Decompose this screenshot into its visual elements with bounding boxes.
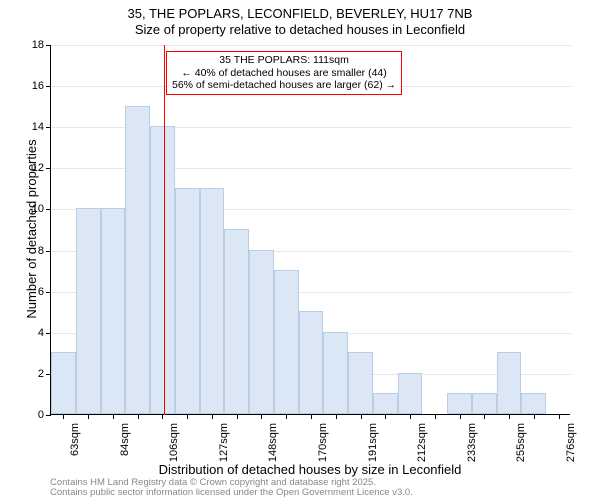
histogram-bar: [150, 126, 175, 414]
histogram-bar: [299, 311, 324, 414]
y-tick-mark: [46, 415, 51, 416]
x-tick-mark: [361, 414, 362, 419]
histogram-bar: [51, 352, 76, 414]
chart-title-block: 35, THE POPLARS, LECONFIELD, BEVERLEY, H…: [0, 0, 600, 39]
y-tick-label: 10: [14, 203, 44, 215]
histogram-bar: [200, 188, 225, 414]
x-tick-label: 212sqm: [416, 423, 428, 463]
histogram-bar: [398, 373, 423, 414]
x-tick-mark: [88, 414, 89, 419]
y-tick-label: 14: [14, 121, 44, 133]
annotation-line1: 35 THE POPLARS: 111sqm: [172, 54, 396, 67]
x-tick-mark: [435, 414, 436, 419]
y-tick-mark: [46, 45, 51, 46]
x-tick-mark: [261, 414, 262, 419]
x-tick-label: 127sqm: [218, 423, 230, 463]
histogram-bar: [373, 393, 398, 414]
x-tick-label: 276sqm: [565, 423, 577, 463]
histogram-bar: [249, 250, 274, 414]
x-tick-mark: [410, 414, 411, 419]
histogram-bar: [224, 229, 249, 414]
histogram-bar: [521, 393, 546, 414]
annotation-line3: 56% of semi-detached houses are larger (…: [172, 79, 396, 92]
x-tick-mark: [336, 414, 337, 419]
y-tick-label: 0: [14, 409, 44, 421]
y-tick-label: 6: [14, 286, 44, 298]
plot-wrap: 35 THE POPLARS: 111sqm← 40% of detached …: [50, 45, 570, 415]
title-line1: 35, THE POPLARS, LECONFIELD, BEVERLEY, H…: [0, 6, 600, 22]
x-tick-mark: [534, 414, 535, 419]
y-tick-label: 8: [14, 245, 44, 257]
x-tick-mark: [559, 414, 560, 419]
x-tick-mark: [385, 414, 386, 419]
y-tick-label: 18: [14, 39, 44, 51]
y-axis-title: Number of detached properties: [24, 44, 39, 414]
x-tick-mark: [212, 414, 213, 419]
y-tick-mark: [46, 251, 51, 252]
x-tick-mark: [286, 414, 287, 419]
y-tick-mark: [46, 127, 51, 128]
histogram-bar: [447, 393, 472, 414]
footer-attribution: Contains HM Land Registry data © Crown c…: [50, 478, 413, 499]
x-tick-label: 148sqm: [267, 423, 279, 463]
x-axis-title: Distribution of detached houses by size …: [50, 462, 570, 477]
x-tick-mark: [63, 414, 64, 419]
x-tick-label: 63sqm: [69, 423, 81, 463]
histogram-bar: [348, 352, 373, 414]
histogram-bar: [497, 352, 522, 414]
histogram-bar: [125, 106, 150, 414]
annotation-box: 35 THE POPLARS: 111sqm← 40% of detached …: [166, 51, 402, 95]
y-tick-mark: [46, 209, 51, 210]
x-tick-mark: [187, 414, 188, 419]
gridline-h: [51, 45, 571, 46]
x-tick-mark: [237, 414, 238, 419]
x-tick-label: 233sqm: [466, 423, 478, 463]
y-tick-mark: [46, 333, 51, 334]
x-tick-mark: [311, 414, 312, 419]
x-tick-label: 170sqm: [317, 423, 329, 463]
histogram-bar: [101, 208, 126, 414]
histogram-bar: [472, 393, 497, 414]
y-tick-label: 12: [14, 162, 44, 174]
y-tick-mark: [46, 292, 51, 293]
x-tick-label: 84sqm: [119, 423, 131, 463]
x-tick-label: 255sqm: [515, 423, 527, 463]
y-tick-mark: [46, 168, 51, 169]
histogram-bar: [175, 188, 200, 414]
title-line2: Size of property relative to detached ho…: [0, 22, 600, 38]
x-tick-mark: [484, 414, 485, 419]
footer-line2: Contains public sector information licen…: [50, 488, 413, 498]
x-tick-mark: [113, 414, 114, 419]
histogram-bar: [323, 332, 348, 414]
y-tick-label: 16: [14, 80, 44, 92]
reference-line: [164, 45, 165, 415]
histogram-bar: [274, 270, 299, 414]
x-tick-mark: [509, 414, 510, 419]
x-tick-label: 106sqm: [168, 423, 180, 463]
x-tick-label: 191sqm: [367, 423, 379, 463]
x-tick-mark: [138, 414, 139, 419]
y-tick-label: 2: [14, 368, 44, 380]
histogram-bar: [76, 208, 101, 414]
y-tick-mark: [46, 86, 51, 87]
annotation-line2: ← 40% of detached houses are smaller (44…: [172, 67, 396, 80]
plot-area: 35 THE POPLARS: 111sqm← 40% of detached …: [50, 45, 570, 415]
y-tick-label: 4: [14, 327, 44, 339]
x-tick-mark: [460, 414, 461, 419]
